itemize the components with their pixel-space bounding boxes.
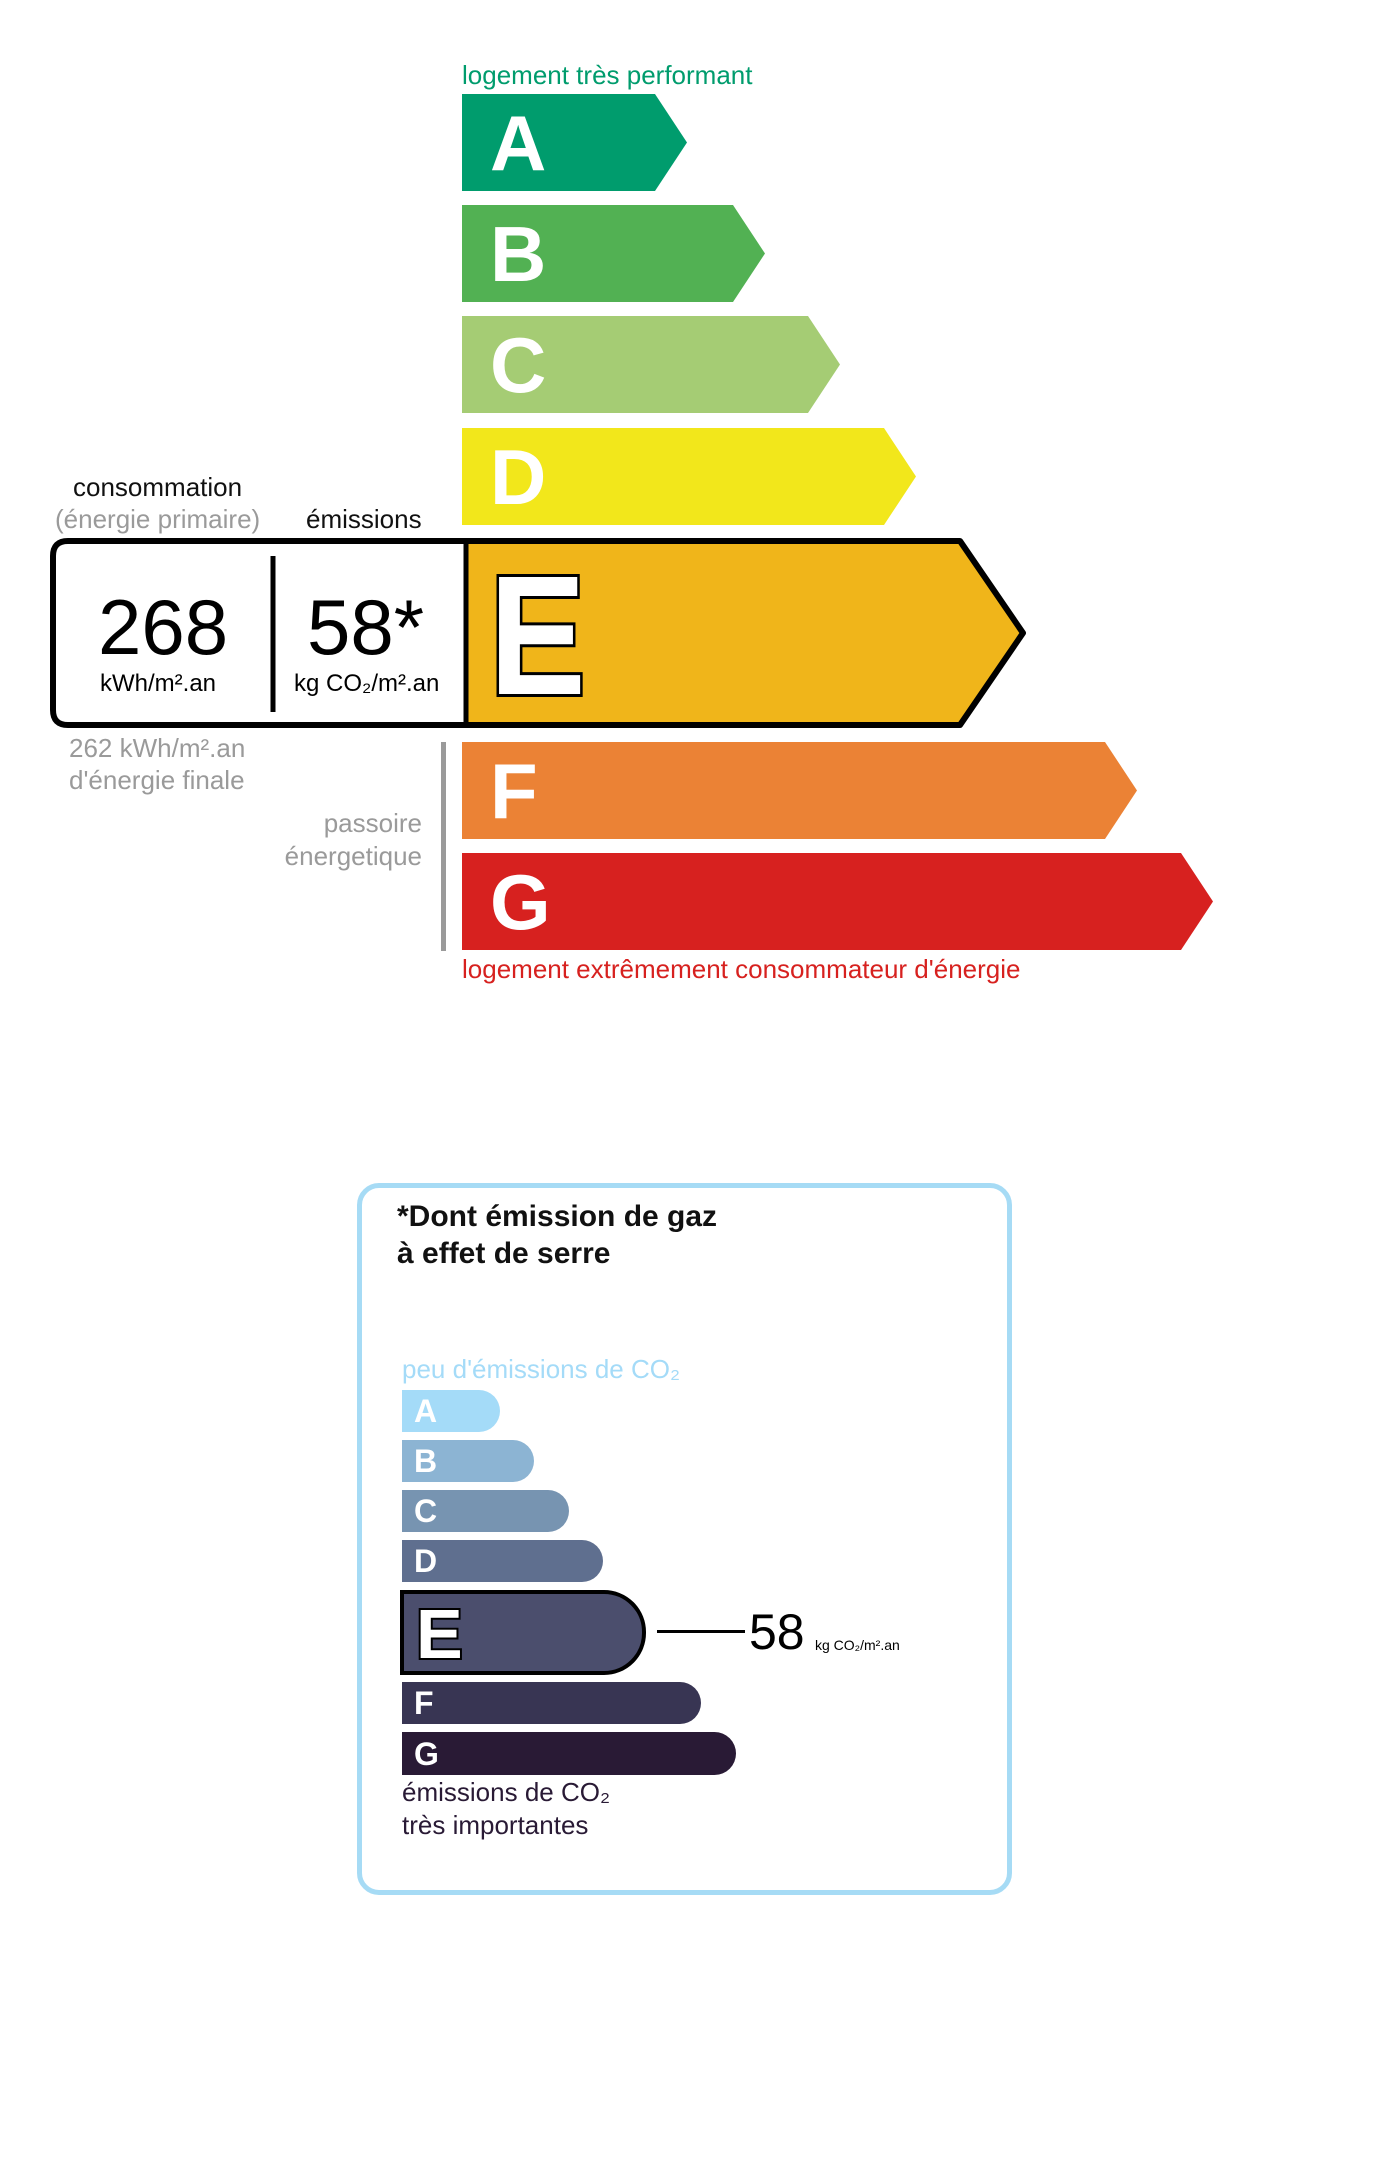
class-letter: G bbox=[414, 1735, 439, 1772]
passoire-label-1: passoire bbox=[323, 808, 422, 838]
energy-class-g: G bbox=[462, 853, 1213, 950]
consumption-sublabel: (énergie primaire) bbox=[55, 504, 261, 534]
class-letter: C bbox=[414, 1493, 438, 1529]
current-class-letter: E bbox=[487, 560, 589, 710]
ges-unit: kg CO₂/m².an bbox=[815, 1637, 900, 1653]
ges-title-2: à effet de serre bbox=[397, 1237, 611, 1270]
energy-class-d: D bbox=[462, 428, 916, 525]
class-letter: B bbox=[490, 209, 547, 298]
ges-value-pointer bbox=[657, 1630, 745, 1633]
ges-class-a: A bbox=[402, 1390, 500, 1432]
emissions-value: 58* bbox=[307, 583, 425, 671]
final-energy-value: 262 kWh/m².an bbox=[69, 733, 246, 763]
class-letter: F bbox=[414, 1685, 434, 1721]
class-letter: C bbox=[490, 320, 547, 409]
ges-class-c: C bbox=[402, 1490, 569, 1532]
passoire-bracket bbox=[441, 742, 446, 951]
consumption-label: consommation bbox=[73, 472, 243, 502]
ges-class-f: F bbox=[402, 1682, 701, 1724]
emissions-unit: kg CO₂/m².an bbox=[294, 670, 440, 697]
class-letter: G bbox=[490, 857, 551, 946]
class-letter: E bbox=[416, 1600, 463, 1666]
ges-value: 58 bbox=[749, 1604, 805, 1660]
class-letter: A bbox=[414, 1393, 438, 1429]
consumption-unit: kWh/m².an bbox=[100, 670, 217, 697]
class-letter: B bbox=[414, 1443, 438, 1479]
bottom-caption: logement extrêmement consommateur d'éner… bbox=[462, 954, 1021, 984]
ges-class-b: B bbox=[402, 1440, 534, 1482]
current-class-frame bbox=[50, 538, 1026, 728]
top-caption: logement très performant bbox=[462, 60, 753, 90]
class-letter: D bbox=[490, 432, 547, 521]
class-letter: E bbox=[489, 560, 585, 710]
energy-class-c: C bbox=[462, 316, 840, 413]
class-letter: A bbox=[490, 98, 547, 187]
class-letter: D bbox=[414, 1543, 438, 1579]
ges-class-g: G bbox=[402, 1732, 736, 1775]
ges-title-1: *Dont émission de gaz bbox=[397, 1200, 718, 1233]
ges-class-e-current: E bbox=[400, 1590, 646, 1675]
ges-bottom-caption-2: très importantes bbox=[402, 1810, 589, 1840]
emissions-label: émissions bbox=[306, 504, 422, 534]
class-letter: F bbox=[490, 746, 538, 835]
ges-panel bbox=[357, 1183, 1012, 1895]
ges-top-caption: peu d'émissions de CO₂ bbox=[402, 1354, 681, 1384]
energy-class-a: A bbox=[462, 94, 687, 191]
ges-class-d: D bbox=[402, 1540, 603, 1582]
ges-bottom-caption-1: émissions de CO₂ bbox=[402, 1777, 611, 1807]
passoire-label-2: énergetique bbox=[284, 841, 422, 871]
consumption-value: 268 bbox=[98, 583, 229, 671]
energy-class-f: F bbox=[462, 742, 1137, 839]
energy-class-b: B bbox=[462, 205, 765, 302]
final-energy-label: d'énergie finale bbox=[69, 765, 245, 795]
